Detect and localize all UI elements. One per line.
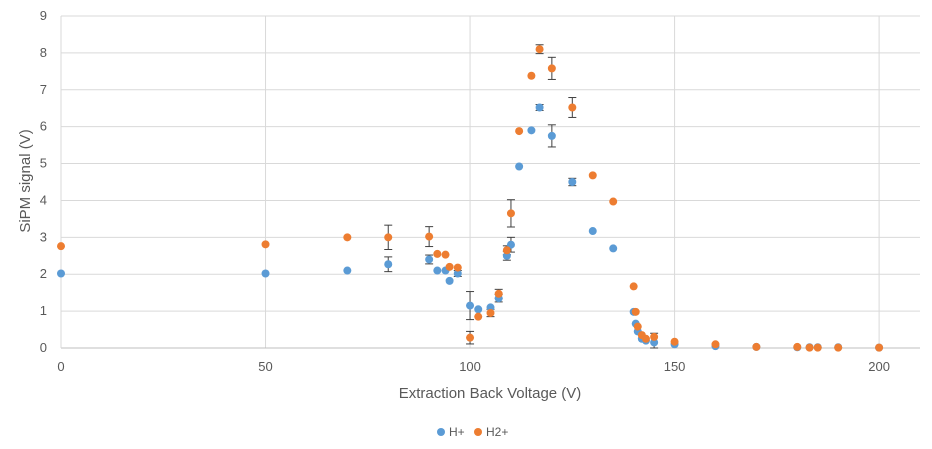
point-h2 bbox=[813, 343, 822, 352]
point-h bbox=[527, 126, 536, 135]
point-h2 bbox=[527, 71, 536, 80]
legend-marker-h bbox=[437, 428, 445, 436]
point-h2 bbox=[502, 246, 511, 255]
point-h2 bbox=[425, 232, 434, 241]
y-tick-label: 4 bbox=[40, 192, 47, 207]
axes bbox=[60, 16, 920, 349]
point-h bbox=[433, 266, 442, 275]
point-h bbox=[547, 131, 556, 140]
point-h bbox=[568, 178, 577, 186]
y-tick-label: 1 bbox=[40, 303, 47, 318]
x-tick-label: 200 bbox=[868, 359, 890, 374]
x-tick-label: 50 bbox=[258, 359, 272, 374]
point-h2 bbox=[453, 263, 462, 272]
point-h2 bbox=[670, 337, 679, 346]
point-h bbox=[445, 276, 454, 285]
legend-marker-h2 bbox=[474, 428, 482, 436]
point-h2 bbox=[57, 242, 65, 251]
x-tick-label: 150 bbox=[664, 359, 686, 374]
point-h2 bbox=[433, 249, 442, 258]
point-h bbox=[515, 162, 524, 171]
y-tick-label: 3 bbox=[40, 229, 47, 244]
point-h bbox=[474, 305, 483, 314]
x-tick-label: 0 bbox=[57, 359, 64, 374]
point-h2 bbox=[631, 307, 640, 316]
point-h bbox=[609, 244, 618, 253]
y-tick-label: 8 bbox=[40, 45, 47, 60]
x-axis-title: Extraction Back Voltage (V) bbox=[399, 385, 582, 402]
point-h bbox=[466, 301, 475, 310]
point-h2 bbox=[609, 197, 618, 206]
point-h bbox=[343, 266, 352, 275]
y-tick-label: 0 bbox=[40, 340, 47, 355]
point-h2 bbox=[568, 103, 577, 112]
point-h2 bbox=[633, 322, 642, 331]
point-h bbox=[535, 103, 544, 112]
point-h bbox=[384, 260, 393, 269]
point-h2 bbox=[650, 332, 659, 341]
point-h2 bbox=[875, 343, 884, 352]
point-h2 bbox=[752, 342, 761, 351]
point-h2 bbox=[535, 45, 544, 54]
point-h2 bbox=[711, 340, 720, 349]
point-h2 bbox=[588, 171, 597, 180]
point-h bbox=[506, 240, 515, 249]
y-tick-label: 5 bbox=[40, 156, 47, 171]
point-h2 bbox=[343, 233, 352, 242]
point-h2 bbox=[547, 64, 556, 73]
point-h2 bbox=[515, 127, 524, 136]
point-h2 bbox=[466, 333, 475, 342]
y-axis-title: SiPM signal (V) bbox=[17, 129, 34, 232]
legend: H+ H2+ bbox=[437, 425, 508, 439]
y-tick-label: 6 bbox=[40, 119, 47, 134]
point-h bbox=[502, 251, 511, 260]
y-tick-label: 9 bbox=[40, 8, 47, 23]
point-h2 bbox=[261, 240, 270, 249]
gridlines bbox=[61, 15, 920, 348]
point-h2 bbox=[441, 250, 450, 259]
point-h2 bbox=[793, 342, 802, 351]
point-h bbox=[57, 269, 65, 278]
point-h2 bbox=[445, 262, 454, 271]
x-tick-label: 100 bbox=[459, 359, 481, 374]
point-h2 bbox=[494, 289, 503, 298]
point-h2 bbox=[384, 233, 393, 242]
data-points bbox=[57, 45, 884, 352]
point-h bbox=[261, 269, 270, 278]
point-h bbox=[650, 338, 659, 347]
point-h bbox=[425, 255, 434, 264]
legend-label-h: H+ bbox=[449, 425, 465, 439]
point-h2 bbox=[629, 282, 638, 291]
point-h bbox=[486, 303, 495, 312]
point-h2 bbox=[641, 334, 650, 343]
point-h bbox=[453, 269, 462, 278]
point-h2 bbox=[474, 312, 483, 321]
tick-labels: 0 1 2 3 4 5 6 7 8 9 0 50 100 150 200 bbox=[40, 8, 890, 374]
y-tick-label: 2 bbox=[40, 266, 47, 281]
point-h bbox=[588, 227, 597, 236]
point-h2 bbox=[805, 343, 814, 352]
legend-label-h2: H2+ bbox=[486, 425, 508, 439]
point-h2 bbox=[834, 343, 843, 352]
point-h2 bbox=[506, 209, 515, 218]
point-h2 bbox=[486, 308, 495, 317]
y-tick-label: 7 bbox=[40, 82, 47, 97]
